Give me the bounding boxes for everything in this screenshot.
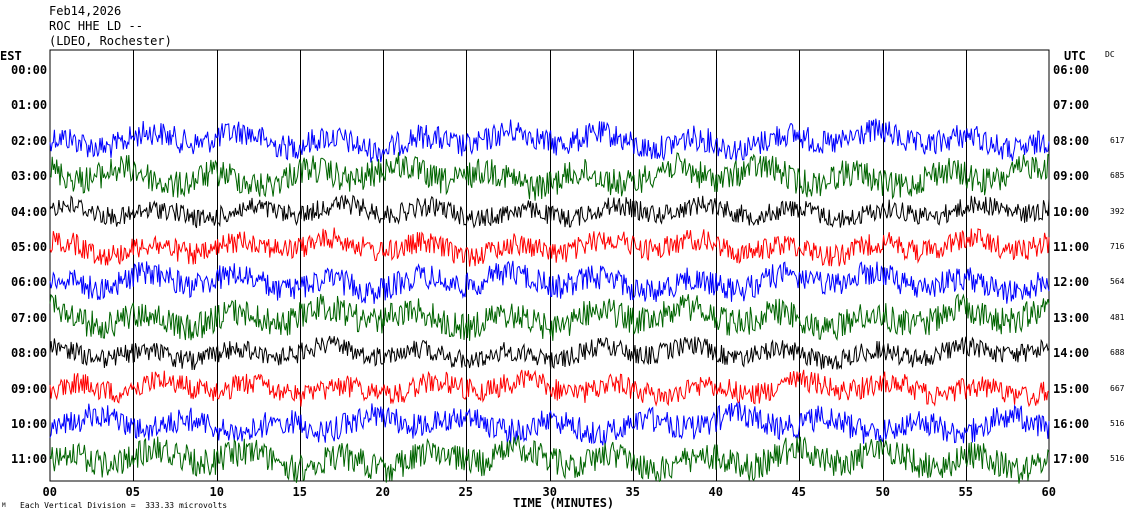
utc-time-label: 08:00 bbox=[1053, 133, 1090, 148]
trace-line bbox=[49, 293, 1050, 342]
x-tick-label: 15 bbox=[292, 485, 307, 499]
x-axis-title: TIME (MINUTES) bbox=[513, 496, 615, 510]
utc-time-label: 16:00 bbox=[1053, 417, 1090, 431]
utc-time-label: 11:00 bbox=[1053, 240, 1090, 254]
scale-note: Each Vertical Division = 333.33 microvol… bbox=[20, 501, 228, 510]
est-time-label: 09:00 bbox=[11, 381, 48, 396]
x-tick-label: 25 bbox=[458, 485, 473, 499]
dc-offset-value: 667 bbox=[1110, 383, 1125, 393]
trace-line bbox=[49, 369, 1050, 408]
dc-offset-value: 685 bbox=[1110, 171, 1125, 181]
est-axis-label: EST bbox=[0, 49, 22, 63]
utc-time-label: 14:00 bbox=[1053, 346, 1090, 361]
x-tick-label: 55 bbox=[958, 485, 973, 499]
est-time-label: 07:00 bbox=[11, 310, 48, 325]
station-code: ROC HHE LD -- bbox=[49, 19, 143, 33]
dc-offset-value: 688 bbox=[1110, 348, 1125, 358]
x-tick-label: 45 bbox=[791, 485, 806, 499]
est-time-label: 06:00 bbox=[11, 275, 48, 290]
x-tick-label: 30 bbox=[542, 485, 557, 499]
est-time-label: 00:00 bbox=[11, 63, 48, 77]
dc-offset-value: 564 bbox=[1110, 277, 1125, 287]
dc-offset-value: 516 bbox=[1110, 419, 1125, 428]
dc-offset-value: 716 bbox=[1110, 242, 1125, 251]
utc-time-label: 10:00 bbox=[1053, 204, 1090, 219]
trace-line bbox=[49, 227, 1050, 267]
est-time-label: 02:00 bbox=[11, 133, 48, 148]
plot-frame bbox=[49, 49, 1050, 482]
dc-offset-value: 617 bbox=[1110, 135, 1125, 145]
utc-time-label: 07:00 bbox=[1053, 98, 1090, 113]
x-tick-label: 40 bbox=[708, 485, 723, 499]
est-time-label: 11:00 bbox=[11, 452, 48, 467]
trace-line bbox=[49, 401, 1050, 446]
network-name: (LDEO, Rochester) bbox=[49, 34, 172, 48]
utc-time-label: 06:00 bbox=[1053, 63, 1090, 77]
utc-time-label: 17:00 bbox=[1053, 452, 1090, 467]
dc-offset-value: 481 bbox=[1110, 312, 1125, 322]
utc-time-label: 12:00 bbox=[1053, 275, 1090, 290]
trace-line bbox=[49, 335, 1050, 371]
trace-line bbox=[49, 118, 1050, 163]
corner-mark: M bbox=[2, 502, 6, 509]
utc-time-label: 09:00 bbox=[1053, 169, 1090, 184]
est-time-label: 08:00 bbox=[11, 346, 48, 361]
dc-offset-value: 516 bbox=[1110, 454, 1125, 464]
utc-time-label: 15:00 bbox=[1053, 381, 1090, 396]
dc-offset-value: 392 bbox=[1110, 206, 1125, 216]
x-tick-label: 10 bbox=[209, 485, 224, 499]
est-time-label: 04:00 bbox=[11, 204, 48, 219]
trace-line bbox=[49, 435, 1050, 484]
trace-line bbox=[49, 194, 1050, 229]
chart-date: Feb14,2026 bbox=[49, 4, 122, 18]
x-tick-label: 60 bbox=[1041, 485, 1056, 499]
x-tick-label: 50 bbox=[875, 485, 890, 499]
trace-line bbox=[49, 152, 1050, 201]
x-tick-label: 00 bbox=[42, 485, 57, 499]
est-time-label: 03:00 bbox=[11, 169, 48, 184]
x-tick-label: 20 bbox=[375, 485, 390, 499]
est-time-label: 10:00 bbox=[11, 417, 48, 431]
dc-column-label: DC bbox=[1105, 50, 1115, 59]
utc-time-label: 13:00 bbox=[1053, 310, 1090, 325]
trace-line bbox=[49, 260, 1050, 304]
x-tick-label: 35 bbox=[625, 485, 640, 499]
est-time-label: 01:00 bbox=[11, 98, 48, 113]
est-time-label: 05:00 bbox=[11, 240, 48, 254]
utc-axis-label: UTC bbox=[1064, 49, 1086, 63]
x-tick-label: 05 bbox=[125, 485, 140, 499]
